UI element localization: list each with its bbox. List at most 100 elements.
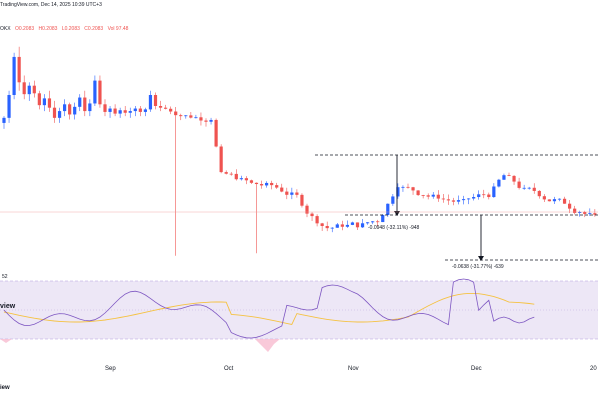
candle-body [552, 199, 557, 202]
candle-body [436, 194, 440, 199]
candle-body [406, 186, 410, 188]
measure-label-1: -0.0948 (-32.11%) -948 [368, 225, 420, 231]
candle-body [355, 222, 360, 228]
candle-body [249, 180, 254, 183]
ohlc-low: L0.2083 [61, 26, 80, 32]
candle-body [265, 182, 269, 186]
candle-body [22, 82, 26, 95]
measure-label-2: -0.0638 (-31.77%) -639 [452, 264, 504, 270]
candle-body [527, 187, 531, 189]
rsi-label: 52 [2, 274, 8, 280]
x-tick-dec: Dec [471, 366, 482, 372]
candle-body [482, 194, 486, 196]
candle-body [57, 111, 62, 118]
candle-body [426, 195, 430, 197]
x-tick-oct: Oct [224, 366, 234, 372]
ohlc-legend: OKX O0.2083 H0.2083 L0.2083 C0.2083 Vol … [0, 26, 131, 32]
x-tick-nov: Nov [348, 366, 359, 372]
candle-body [290, 192, 294, 195]
candle-body [184, 115, 188, 117]
candle-body [244, 178, 248, 181]
candle-body [416, 190, 420, 196]
rsi-pane: 52 view [0, 274, 598, 352]
measure-arrow-1-head [394, 211, 400, 216]
candle-body [68, 104, 72, 115]
candle-body [169, 108, 173, 112]
candle-body [557, 198, 562, 200]
candle-body [224, 172, 228, 174]
exchange-label: OKX [0, 26, 11, 32]
candle-body [194, 117, 198, 119]
candle-body [254, 182, 259, 185]
candle-body [366, 222, 370, 224]
candle-body [522, 187, 526, 189]
candle-body [537, 190, 541, 197]
candle-body [477, 194, 481, 198]
candle-body [532, 187, 536, 191]
measure-arrow-2-head [478, 256, 484, 261]
candle-body [456, 200, 461, 202]
candle-body [396, 187, 400, 197]
ohlc-open: O0.2083 [14, 26, 35, 32]
candle-body [98, 80, 102, 105]
candle-body [285, 191, 289, 195]
candle-body [158, 106, 163, 108]
candle-body [446, 199, 450, 201]
candle-body [588, 213, 592, 214]
candle-body [78, 97, 82, 107]
ohlc-close: C0.2083 [84, 26, 104, 32]
candle-body [204, 120, 208, 122]
candle-body [143, 109, 147, 112]
candle-body [27, 85, 31, 95]
candle-body [391, 196, 395, 204]
candle-body [381, 214, 385, 223]
x-axis: Sep Oct Nov Dec 20 [105, 366, 597, 372]
candle-body [73, 106, 77, 115]
candle-body [335, 224, 339, 228]
x-tick-year: 20 [590, 366, 597, 372]
candle-body [325, 225, 329, 229]
x-tick-sep: Sep [105, 366, 116, 372]
candle-body [451, 200, 456, 202]
brand-text: iew [0, 385, 10, 391]
candle-body [315, 216, 319, 224]
candle-body [214, 119, 218, 147]
ohlc-high: H0.2083 [38, 26, 58, 32]
candle-body [487, 194, 491, 198]
candle-body [467, 198, 471, 200]
candle-body [330, 227, 334, 229]
candle-body [340, 224, 344, 227]
candle-body [305, 205, 309, 214]
candle-body [88, 103, 92, 112]
candle-body [431, 194, 435, 197]
candle-body [12, 56, 16, 95]
chart-source-line: TradingView.com, Dec 14, 2025 10:39 UTC+… [0, 2, 102, 8]
candle-body [547, 199, 551, 202]
candle-body [310, 213, 314, 217]
candle-body [411, 187, 415, 191]
candle-body [234, 173, 238, 180]
candle-body [472, 197, 476, 199]
candle-body [350, 222, 355, 225]
candle-body [280, 187, 284, 192]
candle-body [47, 98, 52, 108]
ohlc-volume: Vol 97.48 [107, 26, 129, 32]
candle-body [502, 175, 506, 180]
candle-body [593, 213, 597, 215]
candle-body [517, 181, 521, 188]
rsi-moving-average [3, 292, 535, 326]
candle-body [376, 221, 380, 223]
levels-group: -0.0948 (-32.11%) -948 -0.0638 (-31.77%)… [0, 154, 598, 270]
candle-body [209, 119, 213, 122]
candle-body [52, 107, 57, 118]
candle-body [275, 185, 279, 188]
candle-body [573, 208, 577, 213]
candle-body [259, 184, 264, 186]
candle-body [128, 111, 132, 113]
candle-body [578, 211, 582, 213]
candle-body [7, 95, 11, 118]
candle-body [2, 117, 6, 123]
candle-body [441, 198, 445, 200]
candle-body [164, 107, 168, 109]
